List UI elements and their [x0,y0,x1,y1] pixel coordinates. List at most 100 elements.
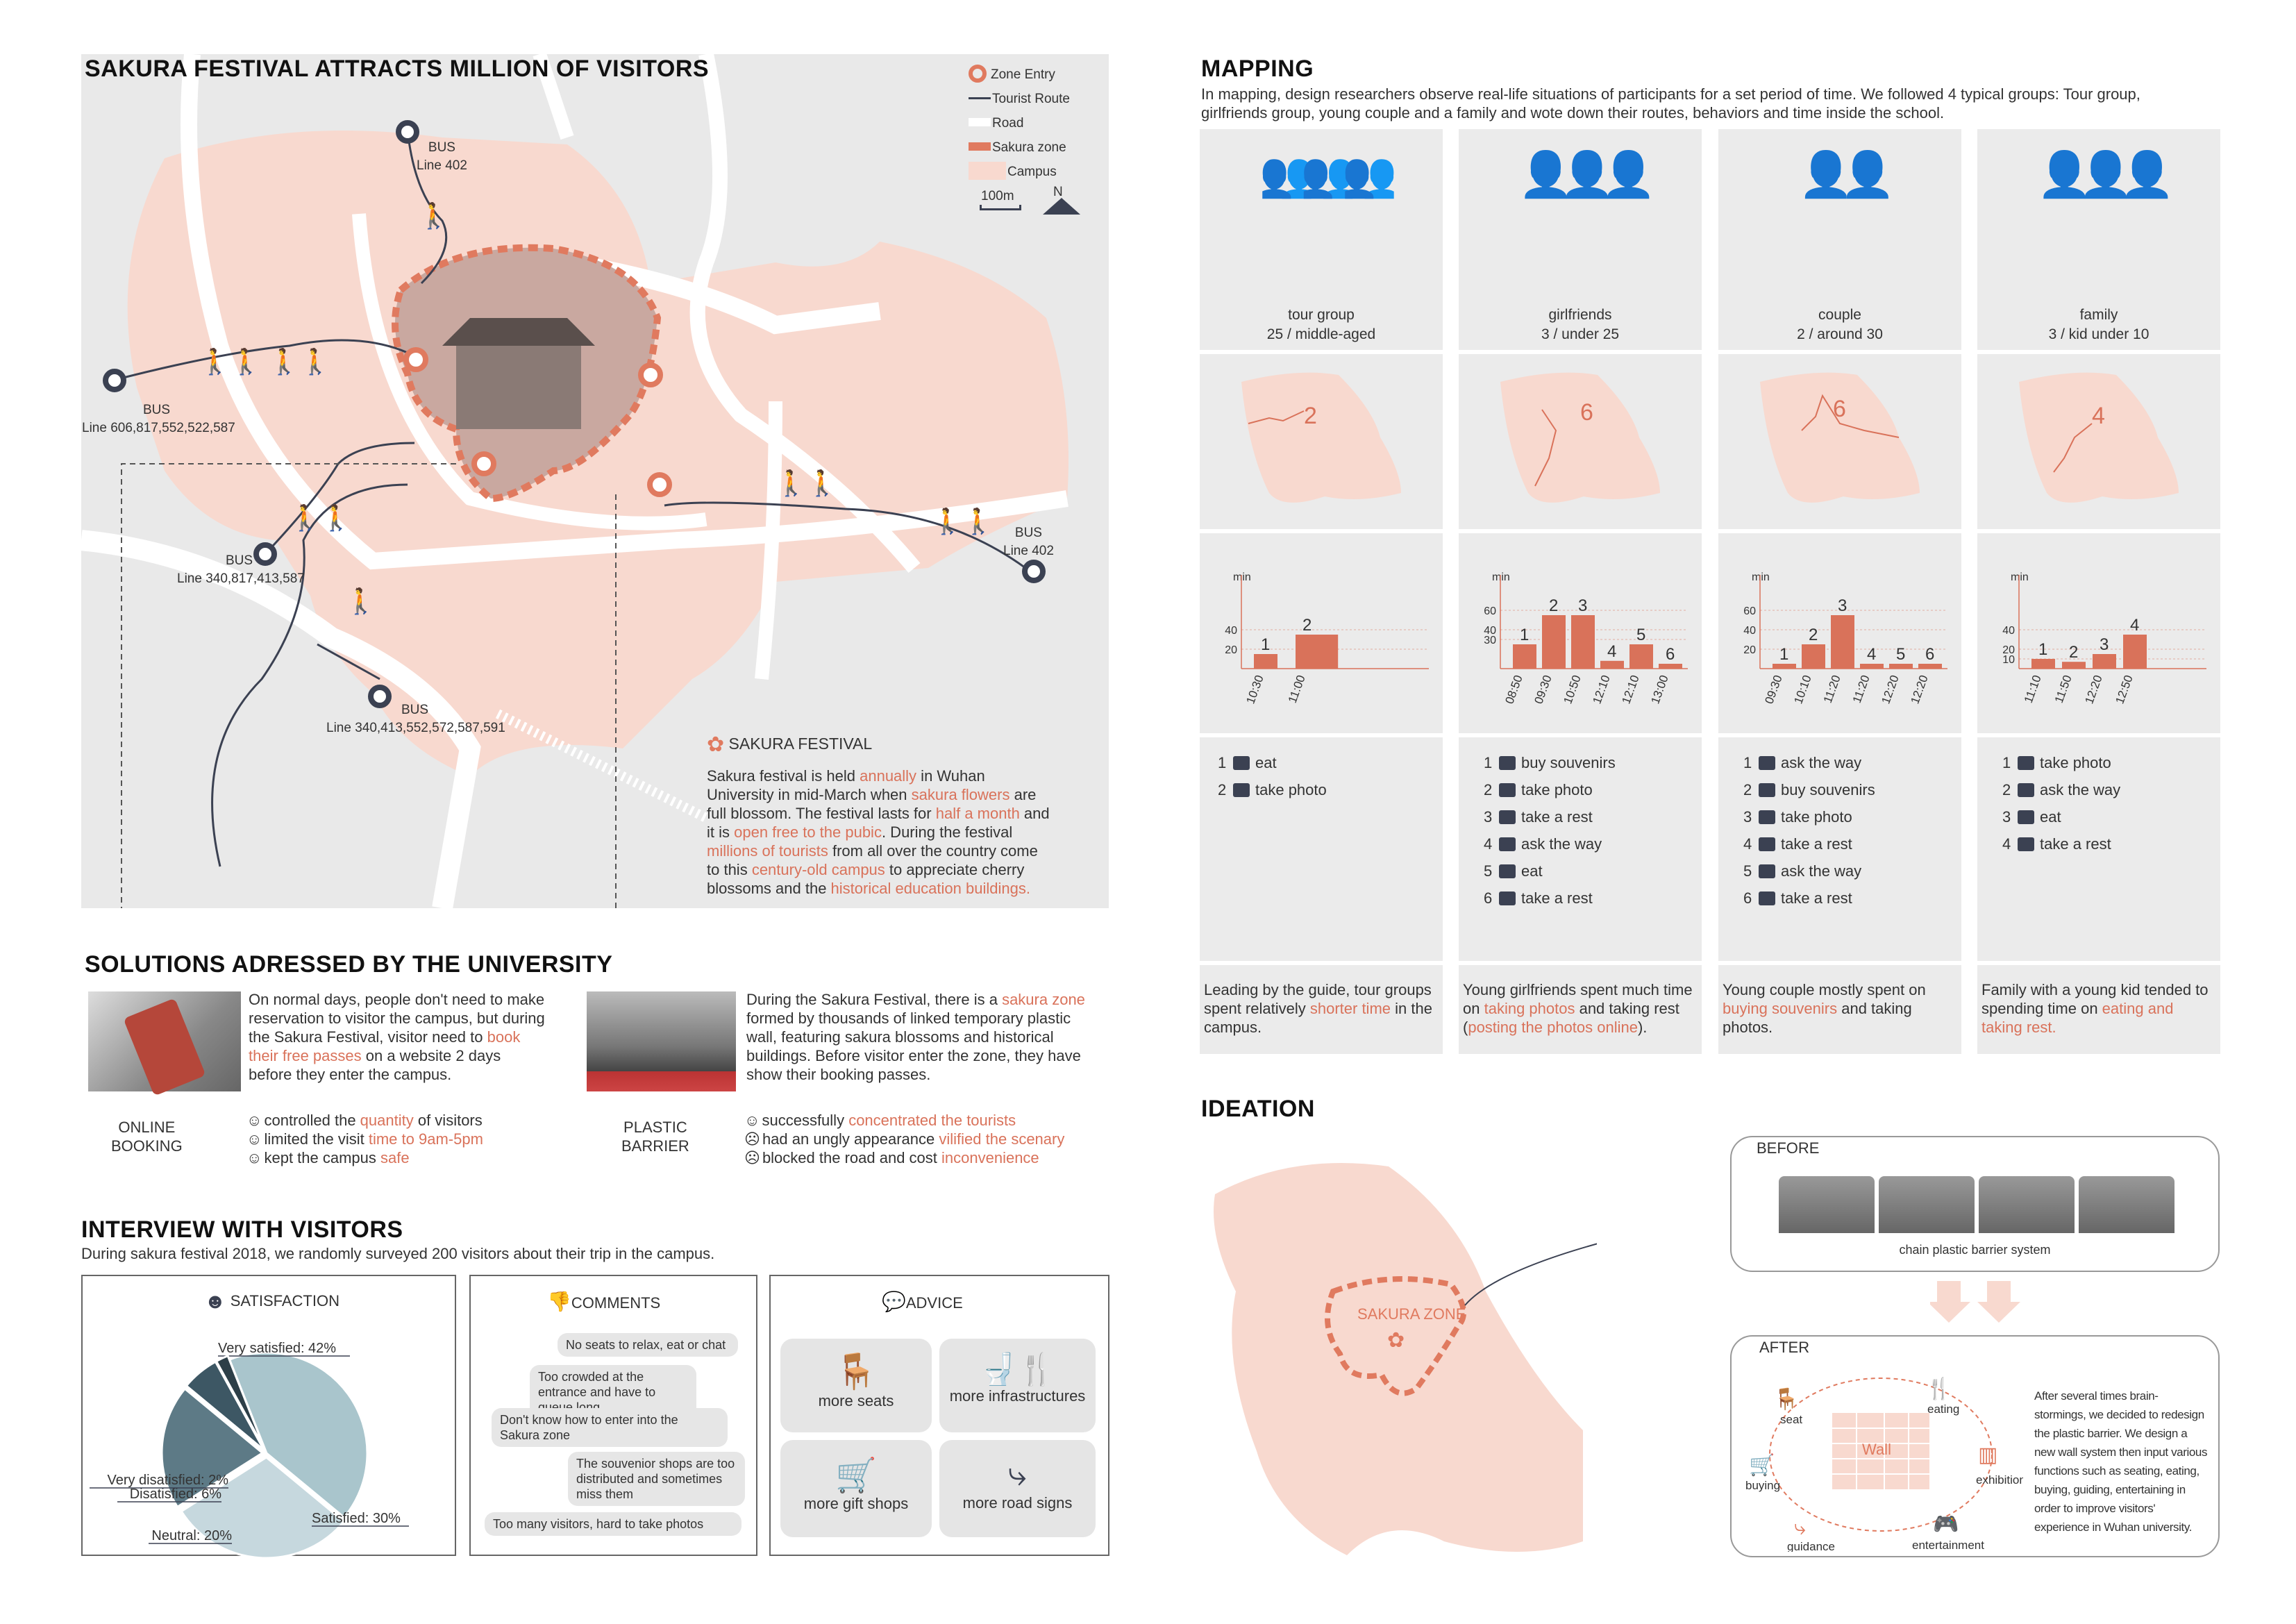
online-booking-text: On normal days, people don't need to mak… [249,991,545,1083]
comment-bubble: The souvenior shops are too distributed … [568,1452,745,1506]
interview-subtitle: During sakura festival 2018, we randomly… [81,1245,715,1262]
group-name: family [2079,307,2118,323]
route-map-card: 6 [1459,354,1702,529]
x-tick-label: 11:50 [2052,673,2075,705]
zone-entry-2 [638,362,663,387]
activity-list: 1 take photo 2 ask the way 3 eat 4 take a rest [1977,737,2220,961]
route-map-card: 6 [1718,354,1961,529]
barrier-segment [1879,1176,1975,1233]
time-bar [1513,644,1536,669]
pie-label: Satisfied: 30% [312,1511,401,1526]
walker-icon: 🚶 [418,201,449,230]
activity-item: 6 take a rest [1484,889,1593,907]
group-detail: 2 / around 30 [1797,326,1883,342]
time-bar-chart: min 40 20 1 10:30 2 11:00 [1200,533,1443,733]
activity-item: 1 eat [1218,754,1277,771]
activity-item: 6 take a rest [1743,889,1852,907]
pie-label: Neutral: 20% [151,1528,232,1543]
x-tick-label: 10:50 [1561,673,1583,705]
interview-title: INTERVIEW WITH VISITORS [81,1216,403,1243]
group-name: couple [1818,307,1861,323]
mapping-intro: In mapping, design researchers observe r… [1201,85,2140,122]
smile-icon: ☺ [744,1112,760,1129]
time-bar [1254,654,1277,669]
zone-entry-3 [471,451,496,476]
bar-number-label: 3 [1578,596,1587,615]
take-a-rest-icon [2018,837,2034,851]
people-silhouette: 👤👤👤 [2036,149,2175,199]
solution-point: ☺ kept the campus safe [246,1149,410,1166]
bus-stop-3 [253,542,277,566]
svg-text:Wall: Wall [1862,1441,1891,1458]
satisfaction-panel: ☻ SATISFACTION Very satisfied: 42% Satisf… [81,1275,456,1557]
plastic-barrier-text: During the Sakura Festival, there is a s… [746,991,1085,1083]
x-tick-label: 12:20 [1879,673,1901,705]
eat-icon [2018,810,2034,824]
x-tick-label: 09:30 [1762,673,1784,705]
take-a-rest-icon [1499,810,1516,824]
group-summary: Leading by the guide, tour groups spent … [1200,965,1443,1054]
chart-unit: min [1233,571,1251,583]
plastic-barrier-photo [587,991,736,1091]
faces-icon: ☻ [204,1290,226,1313]
bar-number-label: 3 [2100,635,2109,654]
solutions-title: SOLUTIONS ADRESSED BY THE UNIVERSITY [85,951,613,978]
time-bar [1860,664,1884,669]
chart-unit: min [2011,571,2029,583]
activity-item: 3 take photo [1743,808,1852,826]
bus-stop-2 [103,369,126,392]
activity-item: 2 ask the way [2002,781,2121,798]
entertainment-icon: 🎮 [1933,1513,1959,1536]
take-photo-icon [1759,810,1775,824]
bar-number-label: 4 [1867,645,1876,664]
x-tick-label: 09:30 [1532,673,1554,705]
activity-item: 4 take a rest [2002,835,2111,853]
barrier-segment [1779,1176,1875,1233]
time-bar [1600,660,1624,669]
walker-icon: 🚶🚶 [290,503,352,532]
y-tick-label: 20 [1743,644,1756,656]
x-tick-label: 12:50 [2113,673,2135,705]
x-tick-label: 10:30 [1243,673,1266,705]
x-tick-label: 08:50 [1502,673,1525,705]
bar-number-label: 1 [1520,626,1529,644]
route-path [1801,394,1900,438]
zone-entry-1 [403,347,428,372]
route-campus-shape [1241,372,1401,503]
road-legend-icon [969,118,991,126]
wall-functions-diagram: Wall 🪑 🍴 ▥ 🎮 ⤷ 🛒 seat eating exhibition entertai… [1745,1376,2023,1552]
buying-icon: 🛒 [1749,1453,1775,1477]
activity-item: 4 ask the way [1484,835,1602,853]
bus-label-3: BUS Line 340,817,413,587 [177,553,305,586]
guidance-icon: ⤷ [1794,1516,1806,1539]
activity-item: 4 take a rest [1743,835,1852,853]
sakura-flower-icon: ✿ [707,733,725,756]
y-tick-label: 40 [1484,625,1496,637]
down-arrows [1927,1281,2027,1326]
buy-souvenirs-icon [1759,783,1775,797]
time-bar [1773,664,1796,669]
x-tick-label: 11:10 [2022,673,2044,705]
route-map-card: 4 [1977,354,2220,529]
map-title: SAKURA FESTIVAL ATTRACTS MILLION OF VISI… [85,56,710,82]
advice-panel: 💬ADVICE 🪑 more seats 🚽🍴 more infrastructur… [769,1275,1109,1556]
seat-icon: 🪑 [1773,1387,1799,1411]
time-bar [1571,615,1595,669]
bar-number-label: 2 [1302,616,1312,635]
after-panel: AFTER Wall 🪑 🍴 ▥ 🎮 ⤷ 🛒 seat eating exhibition en… [1730,1335,2220,1557]
brick-wall [1832,1413,1929,1489]
y-tick-label: 30 [1484,635,1496,646]
solution-point: ☺ limited the visit time to 9am-5pm [246,1130,483,1148]
pie-slice [180,1456,346,1557]
activity-item: 5 ask the way [1743,862,1862,880]
take-photo-icon [2018,756,2034,770]
ask-the-way-icon [2018,783,2034,797]
advice-infrastructures: 🚽🍴 more infrastructures [939,1339,1096,1432]
before-panel: BEFORE chain plastic barrier system [1730,1136,2220,1272]
group-summary: Young couple mostly spent on buying souv… [1718,965,1961,1054]
bus-label-5: BUS Line 402 [1003,526,1054,558]
group-detail: 3 / kid under 10 [2048,326,2150,342]
pie-slice [215,1354,266,1450]
x-tick-label: 11:00 [1286,673,1308,705]
comment-bubble: Don't know how to enter into the Sakura … [492,1408,728,1447]
